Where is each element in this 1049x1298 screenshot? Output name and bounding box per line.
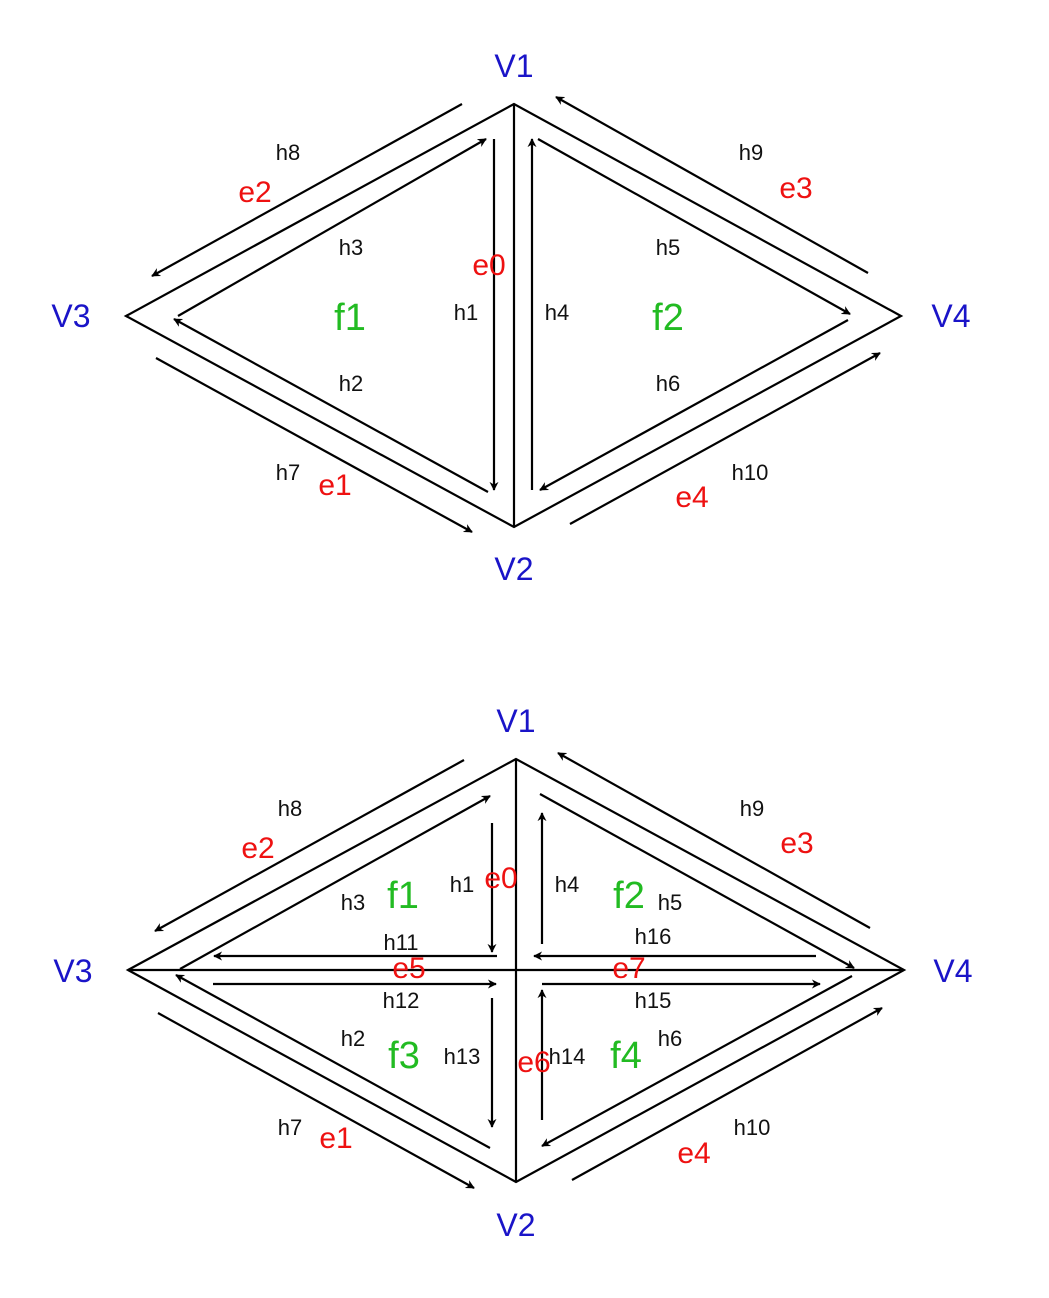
halfedge-label: h7: [278, 1115, 302, 1140]
edge-label: e0: [484, 862, 517, 895]
vertex-label: V2: [496, 1207, 535, 1243]
face-label: f1: [387, 875, 419, 917]
halfedge-arrow-h3: [179, 795, 491, 970]
edge-label: e1: [318, 469, 351, 502]
halfedge-arrow-h7: [155, 357, 473, 533]
vertex-label: V1: [494, 48, 533, 84]
mesh-after-split: V1 V2 V3 V4 f1 f2 f3 f4 e0 e1 e2 e3 e4 e…: [53, 703, 972, 1243]
halfedge-arrow-h9: [557, 752, 871, 929]
face-label: f1: [334, 297, 366, 339]
halfedge-arrow-h5: [539, 793, 855, 969]
halfedge-label: h11: [383, 930, 418, 955]
halfedge-label: h13: [444, 1044, 481, 1069]
halfedge-label: h7: [276, 460, 300, 485]
edge-label: e2: [241, 832, 274, 865]
halfedge-label: h3: [341, 890, 365, 915]
halfedge-arrow-h8: [151, 103, 463, 277]
halfedge-label: h15: [635, 988, 672, 1013]
halfedge-label: h9: [739, 140, 763, 165]
halfedge-label: h2: [341, 1026, 365, 1051]
halfedge-label: h6: [658, 1026, 682, 1051]
halfedge-arrow-h8: [154, 759, 465, 932]
halfedge-label: h1: [454, 300, 478, 325]
vertex-label: V4: [931, 298, 970, 334]
halfedge-arrow-h6: [539, 319, 849, 491]
halfedge-arrow-h5: [537, 138, 851, 315]
halfedge-arrow-h3: [177, 138, 487, 317]
halfedge-label: h12: [383, 988, 420, 1013]
face-label: f4: [610, 1035, 642, 1077]
halfedge-label: h2: [339, 371, 363, 396]
halfedge-label: h5: [656, 235, 680, 260]
halfedge-label: h4: [545, 300, 569, 325]
vertex-label: V4: [933, 953, 972, 989]
halfedge-label: h10: [734, 1115, 771, 1140]
halfedge-arrow-h10: [569, 352, 881, 525]
halfedge-label: h3: [339, 235, 363, 260]
halfedge-label: h6: [656, 371, 680, 396]
vertex-label: V3: [51, 298, 90, 334]
halfedge-arrow-h10: [571, 1007, 883, 1181]
face-label: f2: [652, 297, 684, 339]
edge-label: e3: [780, 827, 813, 860]
face-label: f3: [388, 1035, 420, 1077]
edge-label: e5: [392, 952, 425, 985]
halfedge-label: h4: [555, 872, 579, 897]
halfedge-arrow-h7: [157, 1012, 475, 1189]
halfedge-arrow-h6: [541, 975, 853, 1147]
halfedge-arrow-h2: [173, 318, 489, 493]
halfedge-label: h16: [635, 924, 672, 949]
edge-label: e2: [238, 176, 271, 209]
edge-label: e6: [517, 1046, 550, 1079]
edge-label: e4: [677, 1137, 710, 1170]
halfedge-label: h1: [450, 872, 474, 897]
edge-label: e0: [472, 249, 505, 282]
halfedge-label: h10: [732, 460, 769, 485]
halfedge-label: h14: [549, 1044, 586, 1069]
halfedge-arrow-h2: [175, 974, 491, 1149]
edge-label: e1: [319, 1122, 352, 1155]
halfedge-label: h8: [278, 796, 302, 821]
mesh-before-split: V1 V2 V3 V4 f1 f2 e0 e1 e2 e3 e4 h1 h2 h…: [51, 48, 970, 587]
halfedge-label: h8: [276, 140, 300, 165]
halfedge-label: h5: [658, 890, 682, 915]
face-label: f2: [613, 875, 645, 917]
edge-label: e4: [675, 481, 708, 514]
edge-label: e3: [779, 172, 812, 205]
vertex-label: V1: [496, 703, 535, 739]
edge-label: e7: [612, 952, 645, 985]
halfedge-label: h9: [740, 796, 764, 821]
vertex-label: V2: [494, 551, 533, 587]
vertex-label: V3: [53, 953, 92, 989]
halfedge-arrow-h9: [555, 96, 869, 274]
